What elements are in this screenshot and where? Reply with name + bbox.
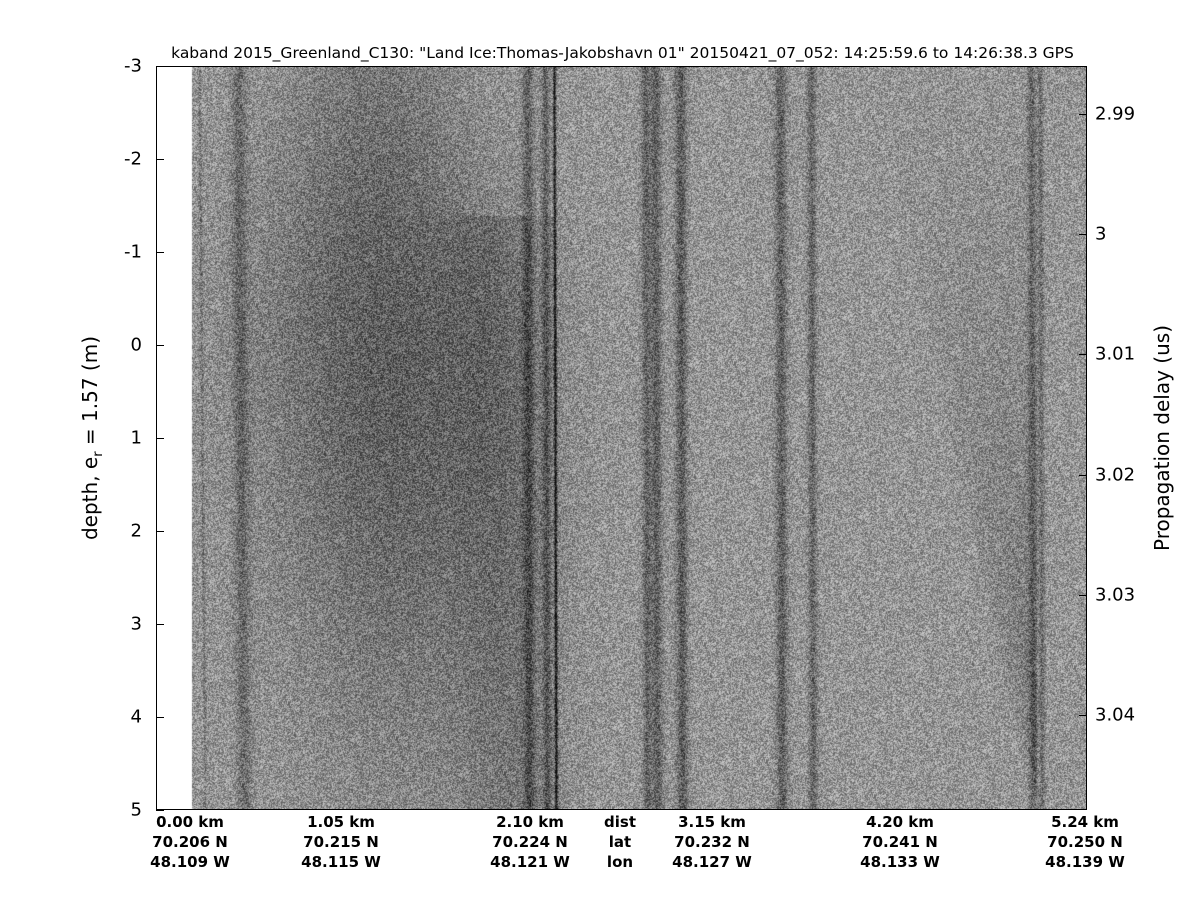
y-tick-mark [156,531,164,532]
y2-tick-mark [1079,354,1087,356]
y-tick-mark [156,810,164,811]
x-row-labels: dist lat lon [604,812,636,872]
x-tick-lon: 48.121 W [490,853,570,871]
x-row-label-lon: lon [606,853,634,871]
y-tick-label: 1 [130,427,142,449]
y2-tick-label: 3.04 [1095,704,1136,726]
y-tick-mark [156,252,164,253]
right-y-axis-label: Propagation delay (us) [1150,324,1174,552]
x-tick-dist: 5.24 km [1051,813,1119,831]
x-tick-label: 0.00 km 70.206 N 48.109 W [150,812,230,872]
y-tick-mark [156,345,164,346]
x-tick-lat: 70.206 N [152,833,228,851]
x-tick-lat: 70.250 N [1047,833,1123,851]
y-label-main: depth, e [78,456,102,541]
y-label-subscript: r [91,451,106,457]
x-tick-lon: 48.115 W [301,853,381,871]
y-tick-label: -3 [124,55,142,77]
y-tick-label: 4 [130,706,142,728]
x-tick-lon: 48.133 W [860,853,940,871]
chart-title: kaband 2015_Greenland_C130: "Land Ice:Th… [171,44,1074,62]
x-tick-label: 3.15 km 70.232 N 48.127 W [672,812,752,872]
y2-tick-label: 3.02 [1095,464,1136,486]
y2-tick-label: 3.03 [1095,584,1136,606]
x-tick-lat: 70.232 N [674,833,750,851]
y2-tick-mark [1079,594,1087,596]
x-tick-lon: 48.127 W [672,853,752,871]
x-row-label-dist: dist [604,813,636,831]
x-tick-lon: 48.139 W [1045,853,1125,871]
y-tick-label: 0 [130,334,142,356]
x-row-label-lat: lat [608,833,632,851]
x-tick-label: 2.10 km 70.224 N 48.121 W [490,812,570,872]
echogram-image [157,67,1086,809]
x-tick-dist: 0.00 km [156,813,224,831]
y2-tick-mark [1079,114,1087,116]
y2-tick-label: 3.01 [1095,343,1136,365]
y-tick-mark [156,717,164,718]
x-tick-lat: 70.224 N [492,833,568,851]
y-tick-mark [156,438,164,439]
x-tick-dist: 4.20 km [866,813,934,831]
y-tick-mark [156,159,164,160]
x-tick-label: 5.24 km 70.250 N 48.139 W [1045,812,1125,872]
x-tick-label: 1.05 km 70.215 N 48.115 W [301,812,381,872]
x-tick-label: 4.20 km 70.241 N 48.133 W [860,812,940,872]
x-tick-dist: 3.15 km [678,813,746,831]
y-tick-label: -2 [124,148,142,170]
y-label-rest: = 1.57 (m) [78,335,102,452]
y2-tick-mark [1079,474,1087,476]
y2-tick-label: 2.99 [1095,103,1136,125]
x-tick-dist: 2.10 km [496,813,564,831]
y2-tick-mark [1079,234,1087,236]
y-tick-label: 2 [130,520,142,542]
x-tick-lat: 70.241 N [862,833,938,851]
x-tick-lon: 48.109 W [150,853,230,871]
x-tick-lat: 70.215 N [303,833,379,851]
y2-tick-label: 3 [1095,223,1107,245]
y2-tick-mark [1079,715,1087,717]
y-tick-mark [156,66,164,67]
x-tick-dist: 1.05 km [307,813,375,831]
y-tick-mark [156,624,164,625]
y-tick-label: 5 [130,799,142,821]
y-axis-label: depth, er = 1.57 (m) [78,336,106,540]
y-tick-label: 3 [130,613,142,635]
y-tick-label: -1 [124,241,142,263]
echogram-plot-area [156,66,1087,810]
